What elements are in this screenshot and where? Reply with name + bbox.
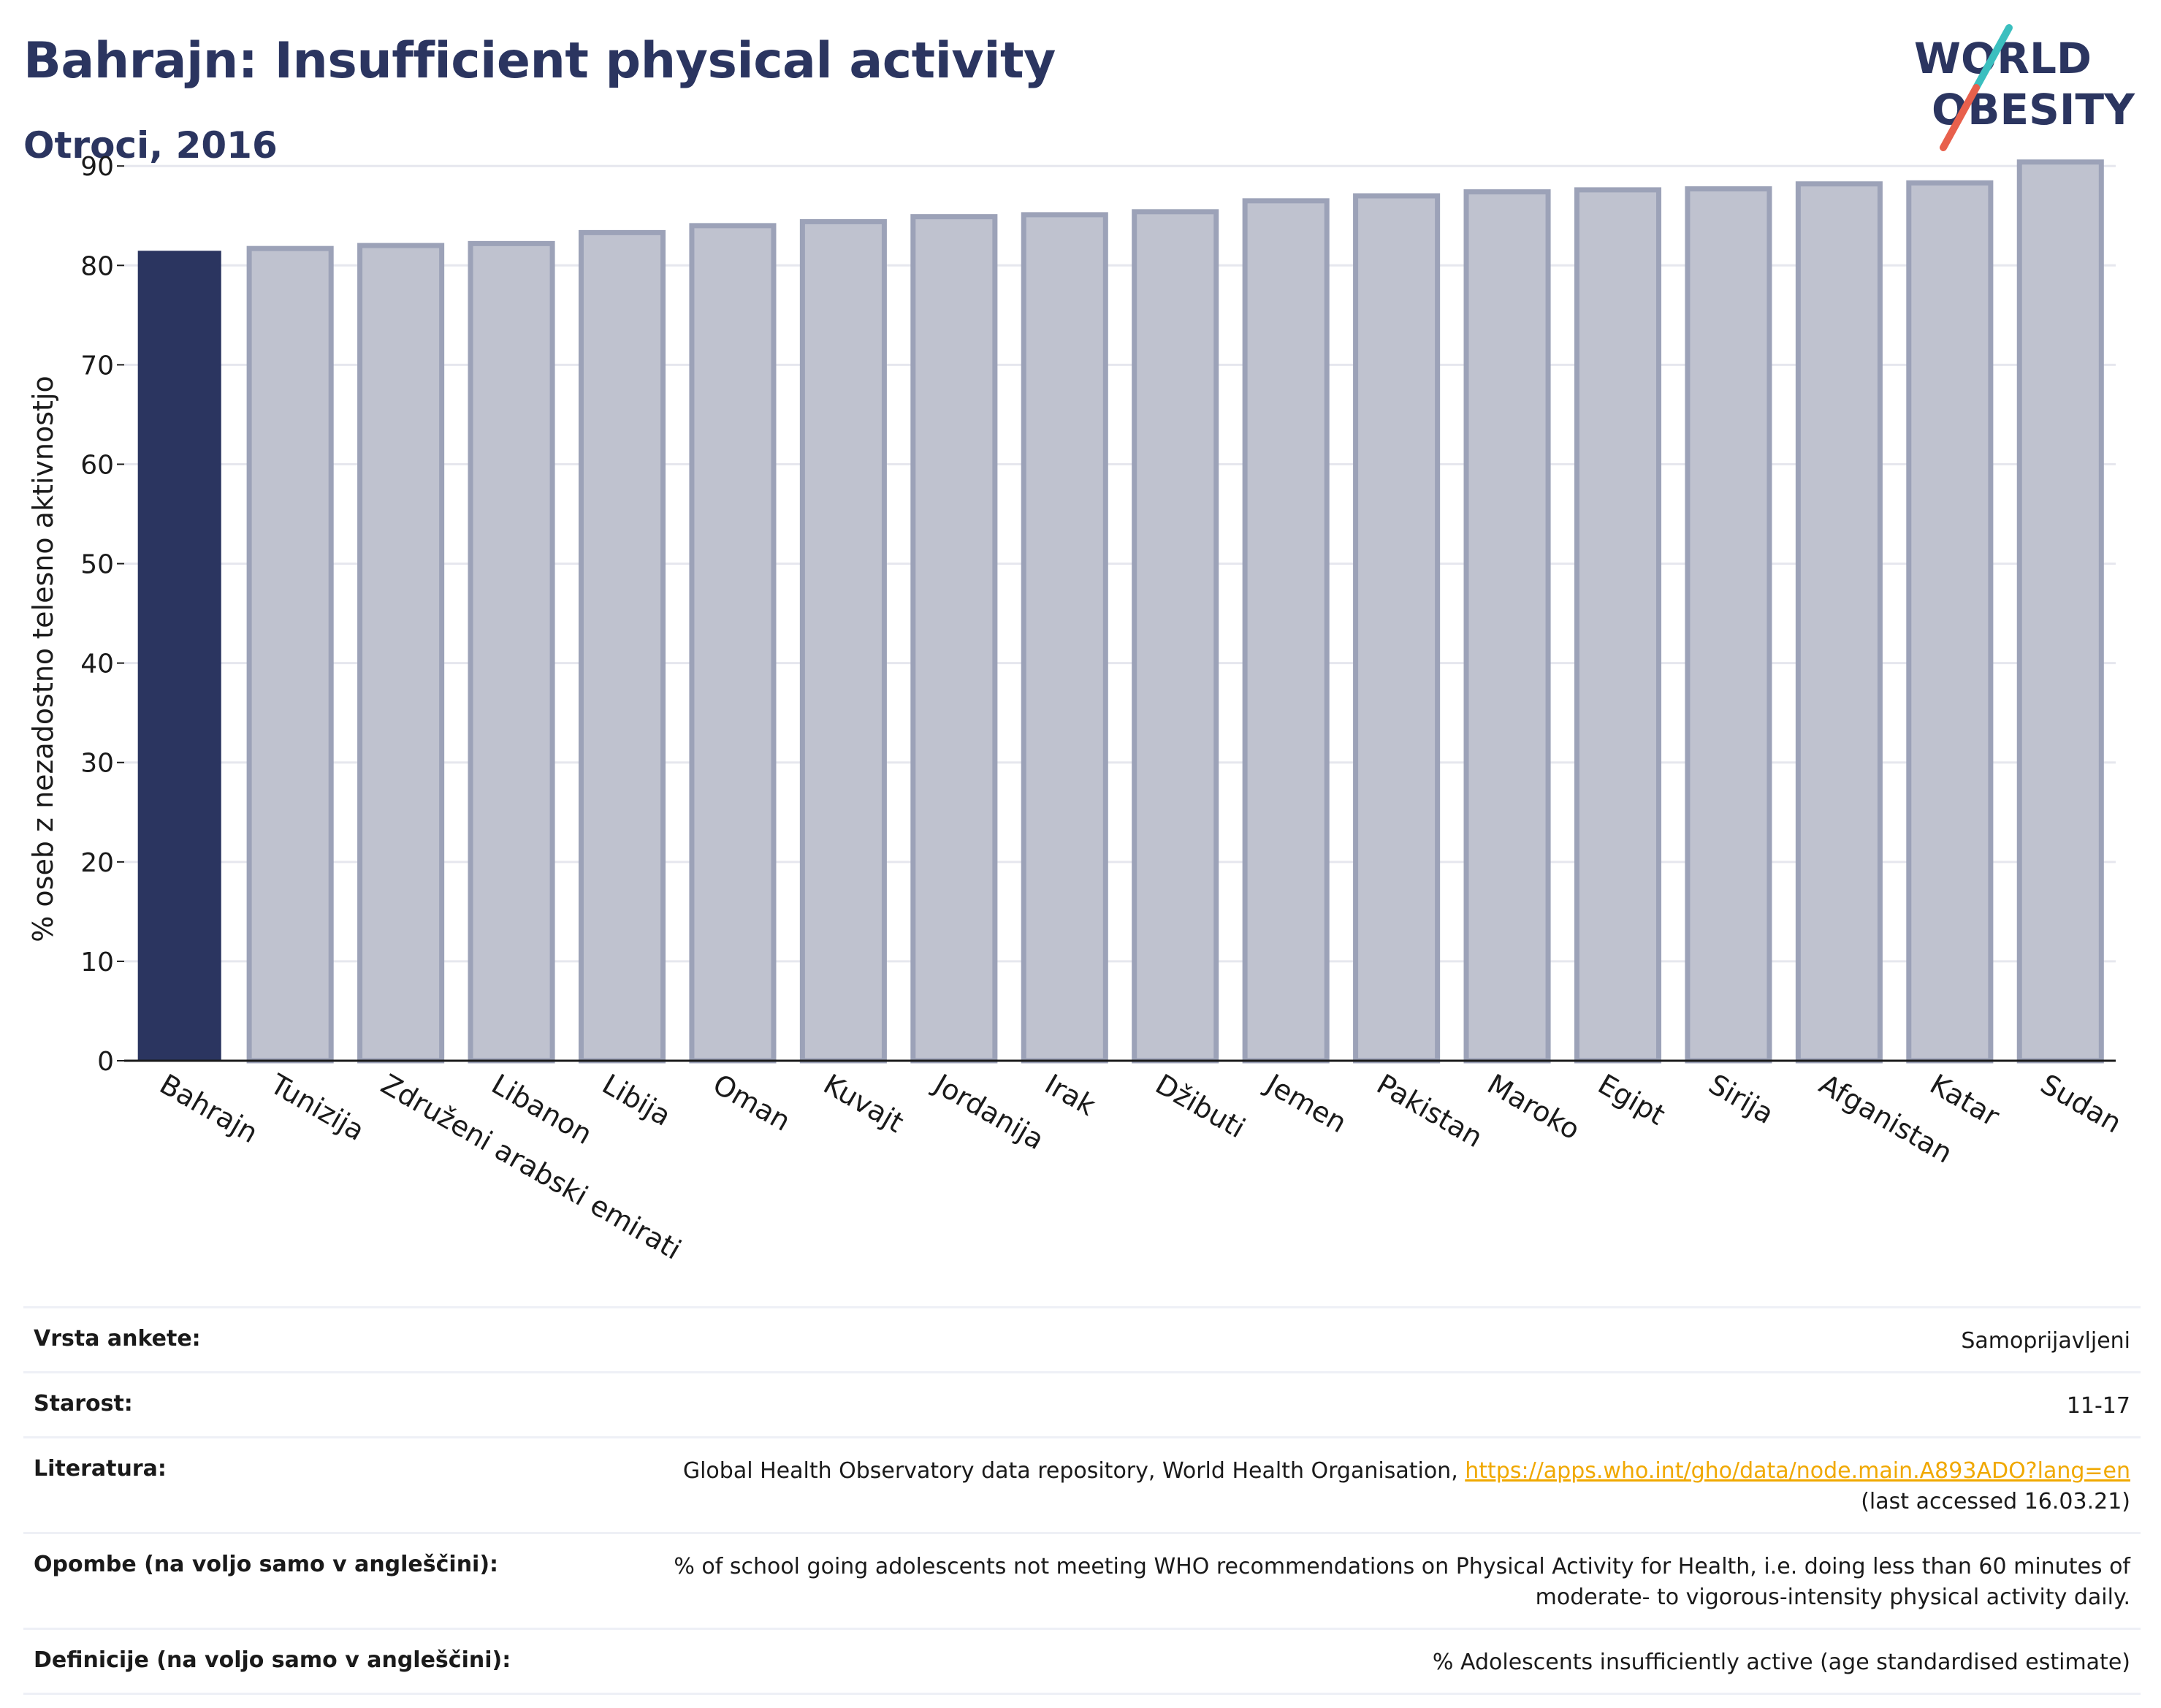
x-tick-label: Jordanija bbox=[928, 1067, 1050, 1156]
y-tick-label: 70 bbox=[80, 351, 114, 381]
bar-0 bbox=[137, 251, 221, 1061]
x-tick-label: Kuvajt bbox=[818, 1068, 909, 1139]
meta-label: Starost: bbox=[34, 1391, 133, 1417]
bar-9 bbox=[1132, 209, 1219, 1064]
x-tick-label: Egipt bbox=[1593, 1068, 1671, 1132]
meta-value: Global Health Observatory data repositor… bbox=[683, 1456, 2130, 1517]
metadata-table: Vrsta ankete: Samoprijavljeni Starost: 1… bbox=[23, 1306, 2141, 1695]
x-tick-label: Sirija bbox=[1703, 1068, 1779, 1130]
x-tick-labels: Bahrajn Tunizija Združeni arabski emiratiL… bbox=[124, 1059, 2127, 1266]
x-tick-label: Oman bbox=[707, 1068, 796, 1137]
meta-row-survey-type: Vrsta ankete: Samoprijavljeni bbox=[23, 1306, 2141, 1371]
bar-15 bbox=[1795, 181, 1883, 1064]
literature-link[interactable]: https://apps.who.int/gho/data/node.main.… bbox=[1465, 1458, 2130, 1484]
bar-2 bbox=[357, 243, 445, 1064]
bar-10 bbox=[1242, 198, 1330, 1064]
y-tick-label: 40 bbox=[80, 649, 114, 679]
y-tick-label: 50 bbox=[80, 550, 114, 580]
meta-value: % Adolescents insufficiently active (age… bbox=[1432, 1650, 2130, 1675]
bar-5 bbox=[689, 223, 777, 1064]
x-tick-label: Katar bbox=[1924, 1068, 2005, 1133]
meta-value: Samoprijavljeni bbox=[1961, 1328, 2130, 1354]
meta-label: Literatura: bbox=[34, 1456, 167, 1482]
bars bbox=[137, 159, 2104, 1064]
bar-chart: 0 10 20 30 40 50 60 70 80 90 Bahrajn Tunizija Združ… bbox=[27, 152, 2127, 1266]
y-tick-label: 30 bbox=[80, 749, 114, 779]
literature-accessed-text: (last accessed 16.03.21) bbox=[1861, 1489, 2130, 1514]
logo-slash-red bbox=[1940, 84, 1980, 151]
logo-slash-teal bbox=[1973, 24, 2013, 91]
bar-4 bbox=[578, 229, 666, 1064]
meta-label: Vrsta ankete: bbox=[34, 1326, 201, 1351]
y-tick-label: 80 bbox=[80, 251, 114, 281]
y-tick-label: 90 bbox=[80, 152, 114, 182]
bar-12 bbox=[1463, 189, 1551, 1064]
x-tick-label: Tunizija bbox=[264, 1067, 370, 1147]
meta-row-definitions: Definicije (na voljo samo v angleščini):… bbox=[23, 1628, 2141, 1695]
meta-row-literature: Literatura: Global Health Observatory da… bbox=[23, 1436, 2141, 1532]
meta-row-age: Starost: 11-17 bbox=[23, 1371, 2141, 1436]
y-tick-labels: 0 10 20 30 40 50 60 70 80 90 bbox=[80, 152, 124, 1077]
meta-value: % of school going adolescents not meetin… bbox=[674, 1554, 2130, 1610]
literature-source-text: Global Health Observatory data repositor… bbox=[682, 1458, 1466, 1484]
x-tick-label: Sudan bbox=[2035, 1068, 2127, 1140]
bar-11 bbox=[1353, 193, 1441, 1064]
x-tick-label: Maroko bbox=[1482, 1068, 1586, 1146]
x-tick-label: Džibuti bbox=[1150, 1068, 1251, 1145]
chart-title: Bahrajn: Insufficient physical activity bbox=[23, 32, 1056, 90]
y-tick-label: 0 bbox=[97, 1047, 114, 1077]
meta-label: Definicije (na voljo samo v angleščini): bbox=[34, 1647, 511, 1673]
bar-8 bbox=[1021, 212, 1108, 1064]
y-axis-label: % oseb z nezadostno telesno aktivnostjo bbox=[27, 375, 59, 942]
bar-6 bbox=[799, 218, 887, 1064]
meta-row-notes: Opombe (na voljo samo v angleščini): % o… bbox=[23, 1532, 2141, 1628]
x-tick-label: Libija bbox=[597, 1068, 676, 1132]
world-obesity-logo: WORLD OBESITY bbox=[1914, 24, 2135, 151]
x-tick-label: Pakistan bbox=[1371, 1068, 1488, 1154]
x-tick-label: Jemen bbox=[1259, 1067, 1352, 1140]
y-tick-label: 60 bbox=[80, 450, 114, 480]
y-tick-label: 20 bbox=[80, 848, 114, 878]
x-tick-label: Irak bbox=[1040, 1068, 1101, 1122]
chart-subtitle: Otroci, 2016 bbox=[23, 124, 278, 167]
bar-7 bbox=[910, 214, 998, 1064]
bar-14 bbox=[1685, 186, 1772, 1064]
x-tick-label: Bahrajn bbox=[154, 1068, 263, 1150]
meta-value: 11-17 bbox=[2066, 1393, 2130, 1419]
bar-1 bbox=[246, 245, 334, 1064]
bar-17 bbox=[2016, 159, 2104, 1064]
meta-label: Opombe (na voljo samo v angleščini): bbox=[34, 1552, 499, 1577]
grid-lines bbox=[124, 164, 2116, 963]
y-tick-label: 10 bbox=[80, 948, 114, 977]
bar-13 bbox=[1574, 187, 1662, 1064]
bar-16 bbox=[1906, 180, 1994, 1064]
bar-3 bbox=[468, 240, 555, 1064]
